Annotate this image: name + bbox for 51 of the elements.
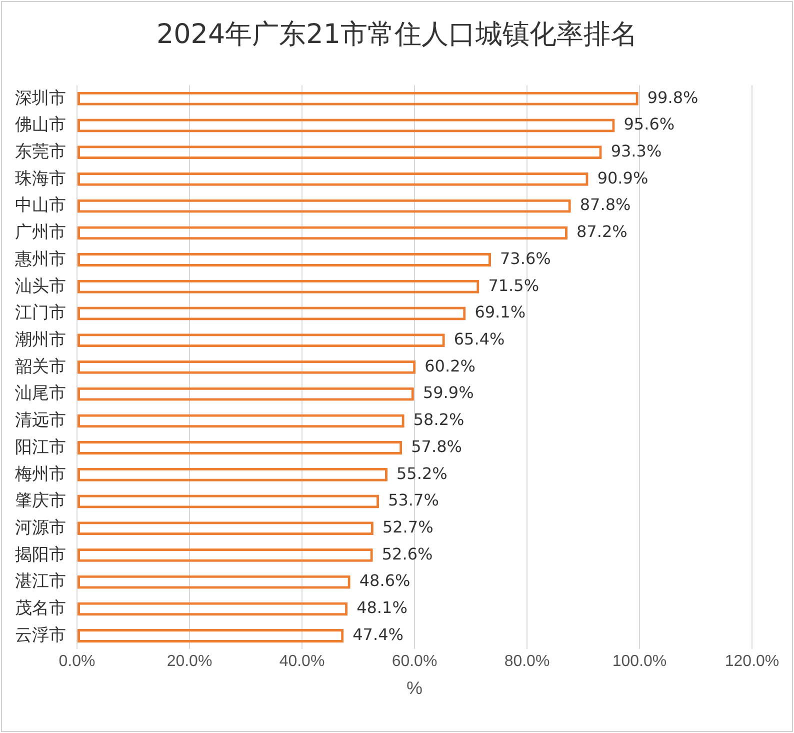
data-label: 48.1% [356,598,408,618]
y-tick-label: 阳江市 [15,437,66,456]
data-label: 69.1% [474,302,526,322]
x-tick-label: 80.0% [504,653,550,670]
data-label: 95.6% [624,114,675,134]
data-label: 93.3% [610,142,662,160]
data-label: 48.6% [359,571,410,590]
data-label: 87.8% [580,195,631,214]
data-label: 73.6% [500,248,551,268]
y-tick-label: 云浮市 [15,625,66,644]
x-tick-label: 120.0% [724,653,780,670]
x-tick-label: 100.0% [612,653,667,670]
data-label: 90.9% [597,168,648,188]
x-tick-label: 40.0% [279,653,325,670]
y-tick-label: 茂名市 [15,598,66,618]
data-label: 71.5% [488,276,540,295]
y-tick-label: 珠海市 [15,168,66,188]
y-tick-label: 广州市 [15,222,66,242]
y-tick-label: 中山市 [15,196,66,215]
y-tick-label: 深圳市 [15,88,66,108]
y-tick-label: 东莞市 [15,142,66,162]
data-label: 53.7% [388,490,439,510]
y-tick-label: 河源市 [15,518,66,538]
y-tick-label: 江门市 [15,303,66,322]
data-label: 52.7% [382,518,434,536]
data-label: 87.2% [576,222,628,242]
data-label: 99.8% [647,88,698,107]
y-tick-label: 佛山市 [15,115,66,134]
y-tick-label: 湛江市 [15,572,66,591]
y-tick-label: 梅州市 [14,464,66,484]
y-tick-label: 惠州市 [14,249,66,268]
data-label: 52.6% [382,544,433,564]
data-label: 60.2% [424,356,476,376]
data-label: 59.9% [422,383,474,402]
y-tick-label: 揭阳市 [15,544,66,564]
data-label: 47.4% [352,624,404,644]
y-tick-label: 汕头市 [15,276,66,296]
y-tick-label: 韶关市 [15,356,66,376]
y-tick-label: 清远市 [15,410,66,430]
data-label: 57.8% [411,436,462,456]
data-label: 55.2% [396,464,448,483]
chart-title: 2024年广东21市常住人口城镇化率排名 [155,18,639,52]
data-label: 58.2% [413,410,464,430]
y-tick-label: 肇庆市 [15,491,66,510]
x-tick-label: 20.0% [166,653,212,670]
x-axis-title: % [406,678,423,698]
x-tick-label: 60.0% [392,653,438,670]
y-tick-label: 汕尾市 [15,384,66,403]
y-tick-label: 潮州市 [15,330,66,350]
x-tick-label: 0.0% [58,653,96,670]
data-label: 65.4% [454,330,505,348]
